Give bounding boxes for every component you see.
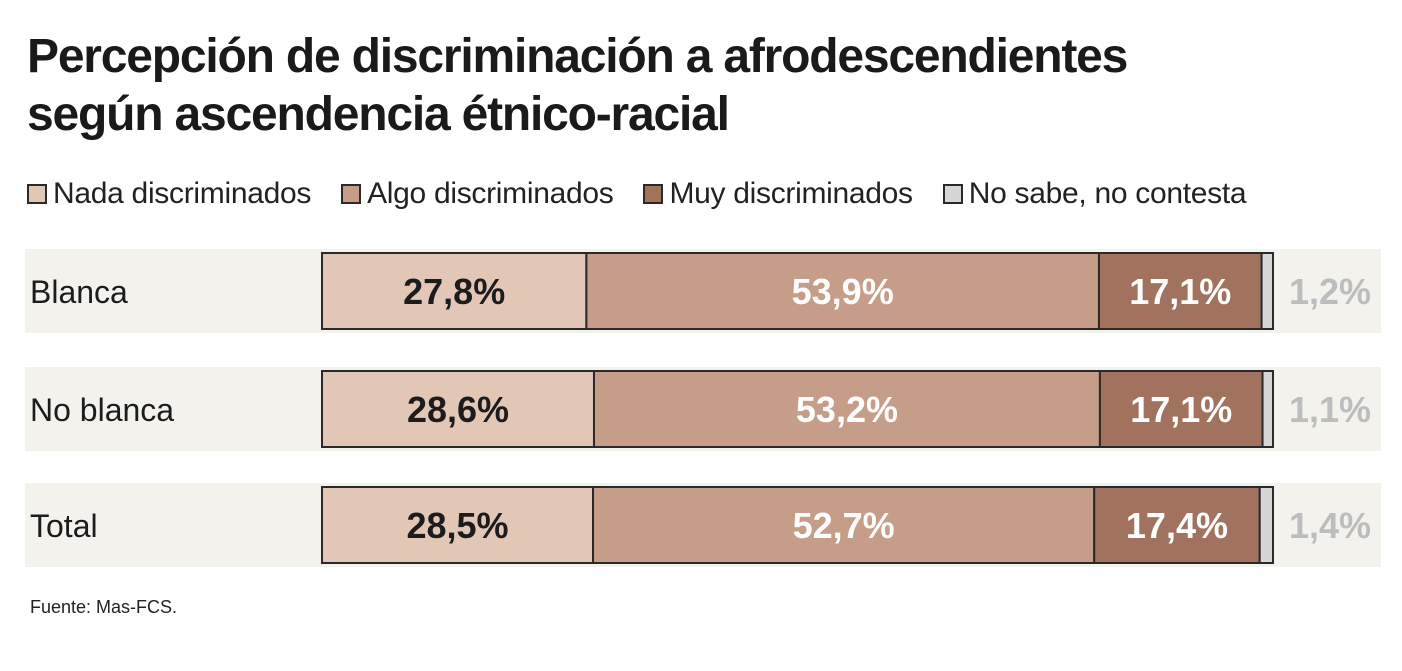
bar-segment-algo-total: [592, 486, 1096, 564]
data-label-algo-blanca: 53,9%: [792, 271, 894, 312]
data-label-muy-no-blanca: 17,1%: [1130, 389, 1232, 430]
data-label-nada-no-blanca: 28,6%: [407, 389, 509, 430]
bar-segment-nsnc-total: [1258, 486, 1275, 564]
data-label-algo-total: 52,7%: [793, 505, 895, 546]
data-label-nsnc-no-blanca: 1,1%: [1289, 389, 1371, 430]
bar-segment-nsnc-no-blanca: [1261, 370, 1274, 448]
chart-title-line-1: Percepción de discriminación a afrodesce…: [27, 30, 1128, 83]
legend-label-muy: Muy discriminados: [669, 177, 913, 210]
data-label-nada-total: 28,5%: [406, 505, 508, 546]
legend-label-algo: Algo discriminados: [367, 177, 614, 210]
bar-segment-nada-no-blanca: [321, 370, 595, 448]
chart-title-line-2: según ascendencia étnico-racial: [27, 88, 730, 141]
legend-item-algo: Algo discriminados: [341, 177, 614, 211]
legend-swatch-nada: [27, 184, 47, 204]
bar-segment-nada-total: [321, 486, 595, 564]
bar-segment-muy-no-blanca: [1098, 370, 1264, 448]
category-label-total: Total: [30, 508, 98, 544]
source-note: Fuente: Mas-FCS.: [30, 597, 178, 617]
legend-label-nsnc: No sabe, no contesta: [968, 177, 1247, 210]
legend-swatch-nsnc: [942, 184, 963, 204]
bar-segment-muy-total: [1093, 486, 1261, 564]
data-label-algo-no-blanca: 53,2%: [796, 389, 898, 430]
bar-segment-algo-no-blanca: [592, 370, 1101, 448]
legend-item-muy: Muy discriminados: [643, 177, 913, 211]
legend-swatch-algo: [341, 184, 362, 204]
bar-segment-muy-blanca: [1097, 252, 1263, 330]
data-label-nsnc-blanca: 1,2%: [1289, 271, 1371, 312]
legend-swatch-muy: [643, 184, 664, 204]
data-label-muy-blanca: 17,1%: [1129, 271, 1231, 312]
data-label-nada-blanca: 27,8%: [403, 271, 505, 312]
chart-title: Percepción de discriminación a afrodesce…: [27, 28, 1327, 144]
category-label-blanca: Blanca: [30, 274, 128, 310]
chart-legend: Nada discriminados Algo discriminados Mu…: [27, 174, 1276, 214]
bar-segment-nsnc-blanca: [1260, 252, 1275, 330]
data-label-muy-total: 17,4%: [1126, 505, 1228, 546]
legend-label-nada: Nada discriminados: [53, 177, 312, 210]
data-label-nsnc-total: 1,4%: [1289, 505, 1371, 546]
category-label-no-blanca: No blanca: [30, 392, 174, 428]
legend-item-nada: Nada discriminados: [27, 177, 311, 211]
legend-item-nsnc: No sabe, no contesta: [942, 177, 1247, 211]
